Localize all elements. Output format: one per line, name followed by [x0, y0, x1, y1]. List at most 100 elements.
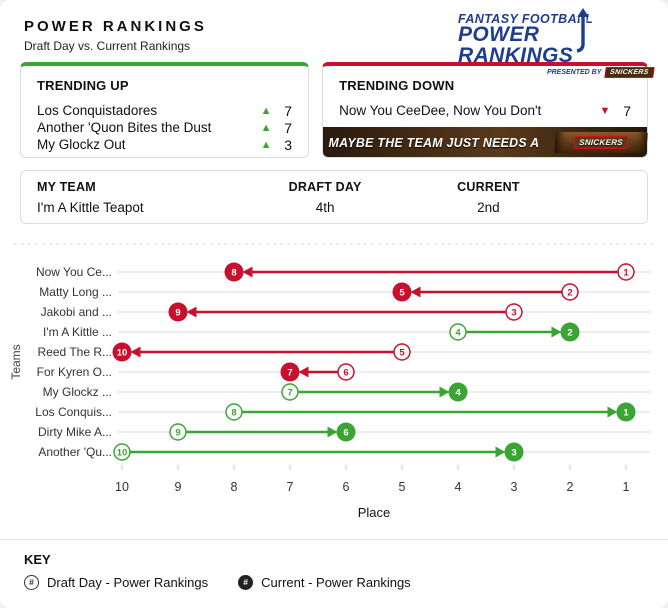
x-tick-label: 4	[455, 480, 462, 494]
chart-row: For Kyren O... 6 7	[37, 362, 650, 382]
chart-row: My Glockz ... 7 4	[43, 382, 650, 402]
chart-team-label: Los Conquis...	[35, 405, 112, 419]
trend-change: 7	[284, 102, 293, 119]
x-tick-label: 8	[231, 480, 238, 494]
key-section: KEY # Draft Day - Power Rankings # Current …	[0, 539, 668, 590]
current-rank-value: 5	[399, 287, 405, 298]
trend-up-arrow-icon: ▲	[260, 104, 272, 117]
trend-down-arrow-icon: ▼	[599, 104, 611, 117]
trending-panels: TRENDING UP Los Conquistadores ▲ 7 Another …	[20, 62, 648, 158]
current-header: CURRENT	[457, 179, 520, 194]
logo-up-arrow-icon	[576, 8, 589, 54]
key-item-label: Current - Power Rankings	[261, 575, 411, 590]
draft-day-marker	[393, 343, 411, 361]
x-tick-label: 10	[115, 480, 129, 494]
key-item: # Draft Day - Power Rankings	[24, 575, 208, 590]
current-rank-value: 8	[231, 267, 236, 278]
draft-day-rank-value: 3	[511, 307, 516, 318]
rankings-chart: Teams Now You Ce... 1 8 Matty Long ... 2 5 Jako…	[9, 243, 654, 520]
team-name: Now You CeeDee, Now You Don't	[339, 103, 542, 118]
trend-up-arrow-icon: ▲	[260, 121, 272, 134]
draft-day-marker	[617, 263, 635, 281]
trending-down-panel: TRENDING DOWN Now You CeeDee, Now You Do…	[322, 62, 648, 158]
x-tick-label: 2	[567, 480, 574, 494]
trending-up-item: Los Conquistadores ▲ 7	[37, 102, 292, 119]
current-marker	[616, 402, 636, 422]
trending-up-item: My Glockz Out ▲ 3	[37, 136, 292, 153]
x-tick-label: 1	[623, 480, 630, 494]
trending-down-item: Now You CeeDee, Now You Don't ▼ 7	[339, 102, 631, 119]
trend-arrowhead-icon	[607, 406, 618, 418]
key-title: KEY	[24, 552, 51, 567]
draft-day-rank-value: 6	[343, 367, 348, 378]
current-rank-value: 3	[511, 447, 516, 458]
draft-day-rank-value: 2	[567, 287, 572, 298]
snickers-logo: SNICKERS	[604, 67, 655, 78]
team-name: Another 'Quon Bites the Dust	[37, 120, 212, 135]
current-rank-value: 7	[287, 367, 292, 378]
chart-team-label: Another 'Qu...	[38, 445, 112, 459]
trend-arrowhead-icon	[410, 286, 421, 298]
draft-day-rank-value: 10	[117, 447, 128, 458]
draft-day-marker	[281, 383, 299, 401]
trend-arrowhead-icon	[327, 426, 338, 438]
chart-team-label: Jakobi and ...	[41, 305, 112, 319]
page-subtitle: Draft Day vs. Current Rankings	[24, 39, 191, 53]
current-marker	[560, 322, 580, 342]
current-rank-value: 9	[175, 307, 180, 318]
chart-team-label: For Kyren O...	[37, 365, 112, 379]
my-team-header: MY TEAM	[37, 179, 96, 194]
trend-change: 7	[284, 119, 293, 136]
draft-day-header: DRAFT DAY	[288, 179, 362, 194]
snickers-bar-image: SNICKERS	[554, 131, 648, 153]
trend-arrowhead-icon	[186, 306, 197, 318]
chart-row: Los Conquis... 8 1	[35, 402, 650, 422]
logo-fantasy-football-text: FANTASY FOOTBALL	[458, 12, 594, 26]
chart-team-label: Dirty Mike A...	[38, 425, 112, 439]
trending-up-panel: TRENDING UP Los Conquistadores ▲ 7 Another …	[20, 62, 310, 158]
draft-day-marker	[561, 283, 579, 301]
my-team-name: I'm A Kittle Teapot	[37, 199, 144, 215]
x-tick-label: 5	[399, 480, 406, 494]
my-team-current-rank: 2nd	[477, 199, 500, 215]
chart-team-label: Matty Long ...	[39, 285, 112, 299]
trending-up-title: TRENDING UP	[37, 78, 129, 93]
header: POWER RANKINGS Draft Day vs. Current Ran…	[0, 0, 668, 78]
current-marker	[336, 422, 356, 442]
current-rank-value: 10	[117, 347, 128, 358]
trend-arrowhead-icon	[439, 386, 450, 398]
chart-row: Another 'Qu... 10 3	[38, 442, 650, 462]
chart-row: Matty Long ... 2 5	[39, 282, 650, 302]
draft-day-marker	[505, 303, 523, 321]
current-marker	[504, 442, 524, 462]
logo-power-rankings-text: POWER RANKINGS	[458, 23, 574, 67]
current-marker	[112, 342, 132, 362]
chart-team-label: Now You Ce...	[36, 265, 112, 279]
my-team-draft-day-rank: 4th	[315, 199, 335, 215]
trending-up-item: Another 'Quon Bites the Dust ▲ 7	[37, 119, 292, 136]
x-tick-label: 3	[511, 480, 518, 494]
trend-up-arrow-icon: ▲	[260, 138, 272, 151]
page-title: POWER RANKINGS	[24, 18, 207, 35]
draft-day-marker	[337, 363, 355, 381]
x-axis-label: Place	[358, 505, 391, 520]
trending-down-title: TRENDING DOWN	[339, 78, 455, 93]
header-titles: POWER RANKINGS Draft Day vs. Current Ran…	[24, 18, 207, 53]
current-rank-value: 2	[567, 327, 572, 338]
current-marker	[392, 282, 412, 302]
current-rank-value: 1	[623, 407, 629, 418]
chart-row: Reed The R... 5 10	[38, 342, 650, 362]
chart-row: Now You Ce... 1 8	[36, 262, 650, 282]
draft-day-marker	[225, 403, 243, 421]
current-rank-value: 6	[343, 427, 348, 438]
draft-day-marker	[169, 423, 187, 441]
key-items: # Draft Day - Power Rankings # Current - Po…	[24, 575, 644, 590]
snickers-ad-banner[interactable]: MAYBE THE TEAM JUST NEEDS A SNICKERS	[323, 127, 648, 157]
draft-day-marker	[449, 323, 467, 341]
x-tick-label: 9	[175, 480, 182, 494]
x-tick-label: 7	[287, 480, 294, 494]
trend-arrowhead-icon	[242, 266, 253, 278]
chart-team-label: My Glockz ...	[43, 385, 112, 399]
chart-team-label: Reed The R...	[38, 345, 112, 359]
my-team-panel: MY TEAM DRAFT DAY CURRENT I'm A Kittle T…	[20, 170, 648, 224]
